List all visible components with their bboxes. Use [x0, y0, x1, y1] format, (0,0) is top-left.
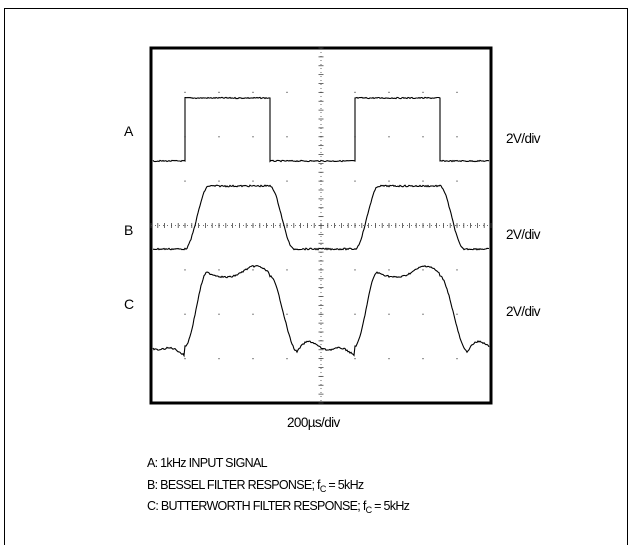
grid-dot	[422, 91, 424, 93]
grid-dot	[184, 313, 186, 315]
grid-dot	[456, 91, 458, 93]
grid-dot	[218, 91, 220, 93]
grid-dot	[388, 269, 390, 271]
grid-dot	[184, 91, 186, 93]
scale-label-b: 2V/div	[506, 227, 541, 242]
legend-line-c: C: BUTTERWORTH FILTER RESPONSE; fC = 5kH…	[147, 499, 410, 515]
grid-dot	[184, 269, 186, 271]
grid-dot	[422, 269, 424, 271]
grid-dot	[184, 358, 186, 360]
grid-dot	[388, 91, 390, 93]
trace-c	[152, 264, 490, 358]
grid-dot	[184, 180, 186, 182]
trace-a	[152, 96, 490, 163]
grid-dot	[456, 313, 458, 315]
grid-dot	[422, 358, 424, 360]
grid-dot	[422, 180, 424, 182]
grid-dot	[218, 180, 220, 182]
scale-label-c: 2V/div	[506, 304, 541, 319]
figure-frame	[4, 8, 628, 545]
grid-dot	[354, 269, 356, 271]
grid-dot	[286, 91, 288, 93]
grid-dot	[456, 358, 458, 360]
grid-dot	[422, 136, 424, 138]
grid-dot	[456, 269, 458, 271]
x-axis-label: 200µs/div	[287, 415, 341, 430]
grid-dot	[354, 358, 356, 360]
legend-line-a: A: 1kHz INPUT SIGNAL	[147, 456, 268, 470]
legend-c-sub: C	[365, 505, 372, 515]
grid	[150, 47, 492, 404]
legend-line-b: B: BESSEL FILTER RESPONSE; fC = 5kHz	[147, 478, 364, 494]
trace-label-c: C	[124, 296, 134, 312]
grid-dot	[218, 269, 220, 271]
grid-dot	[388, 180, 390, 182]
grid-dot	[252, 91, 254, 93]
grid-dot	[456, 180, 458, 182]
grid-dot	[252, 180, 254, 182]
grid-dot	[252, 269, 254, 271]
grid-dot	[354, 313, 356, 315]
grid-dot	[456, 136, 458, 138]
grid-dot	[388, 313, 390, 315]
legend-a-text: A: 1kHz INPUT SIGNAL	[147, 456, 268, 470]
legend-b-sub: C	[319, 484, 326, 494]
grid-dot	[218, 313, 220, 315]
legend-b-text: B: BESSEL FILTER RESPONSE; f	[147, 478, 321, 492]
grid-dot	[388, 358, 390, 360]
grid-dot	[218, 136, 220, 138]
legend-c-text: C: BUTTERWORTH FILTER RESPONSE; f	[147, 499, 366, 513]
traces	[152, 96, 490, 358]
grid-dot	[286, 269, 288, 271]
grid-dot	[252, 358, 254, 360]
trace-label-b: B	[124, 222, 133, 238]
grid-dot	[388, 136, 390, 138]
legend-c-end: = 5kHz	[371, 499, 410, 513]
grid-dot	[286, 136, 288, 138]
grid-dot	[286, 358, 288, 360]
trace-b	[152, 184, 490, 251]
scale-label-a: 2V/div	[506, 131, 541, 146]
grid-dot	[218, 358, 220, 360]
grid-dot	[252, 136, 254, 138]
grid-dot	[422, 313, 424, 315]
legend-b-end: = 5kHz	[325, 478, 364, 492]
grid-dot	[286, 313, 288, 315]
grid-dot	[354, 91, 356, 93]
grid-dot	[354, 180, 356, 182]
grid-dot	[286, 180, 288, 182]
trace-label-a: A	[124, 123, 134, 139]
grid-dot	[252, 313, 254, 315]
